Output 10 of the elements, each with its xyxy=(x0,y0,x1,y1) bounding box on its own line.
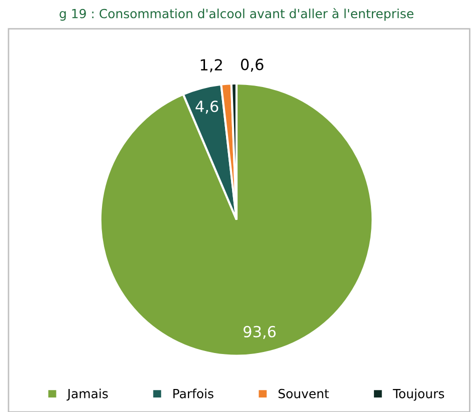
legend-label: Jamais xyxy=(66,388,108,401)
pie-slice xyxy=(99,82,374,357)
data-label: 1,2 xyxy=(200,59,222,72)
data-label: 93,6 xyxy=(244,326,276,339)
data-label: 0,6 xyxy=(241,58,264,72)
legend-label: Toujours xyxy=(392,388,444,401)
data-label: 4,6 xyxy=(196,100,218,114)
legend-label: Souvent xyxy=(278,388,329,398)
chart-title: g 19 : Consommation d'alcool avant d'aller à l'entreprise xyxy=(60,8,414,21)
legend-label: Parfois xyxy=(173,388,214,398)
